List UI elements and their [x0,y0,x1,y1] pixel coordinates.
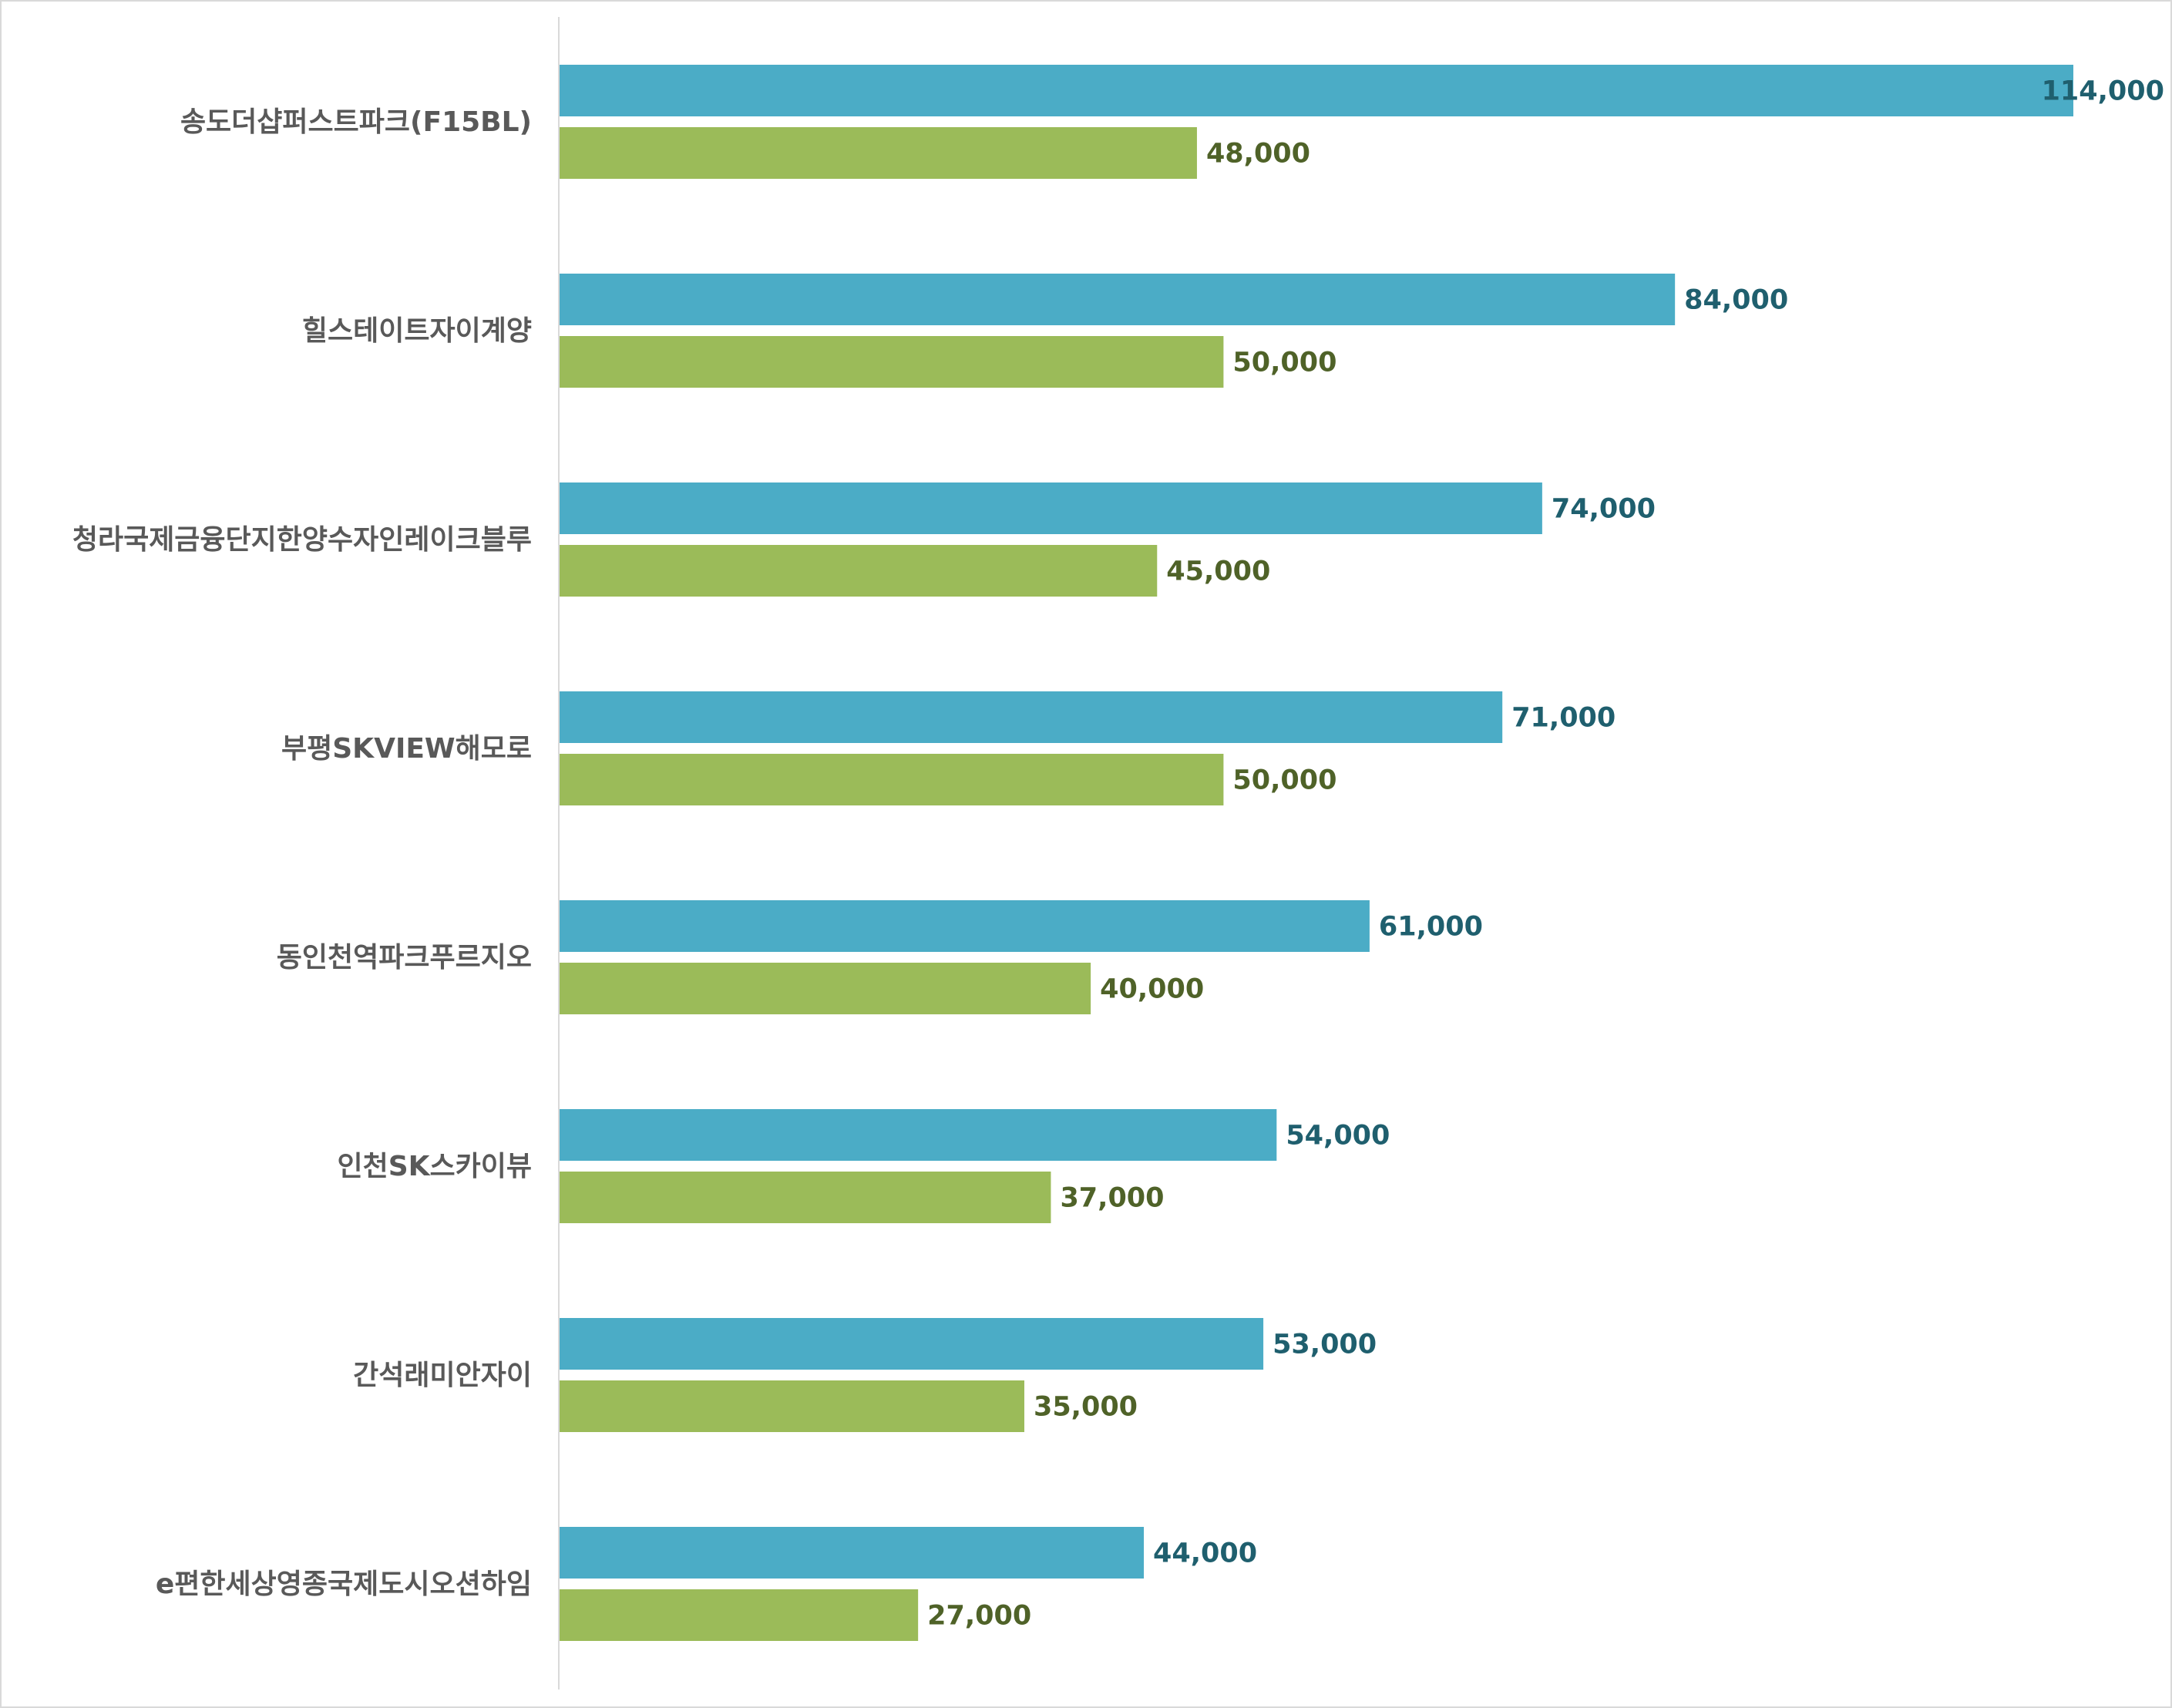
bar-series-2 [560,336,1224,388]
data-label-series-2: 50,000 [1232,348,1336,378]
bar-series-1 [560,482,1542,534]
data-label-series-1: 114,000 [2042,76,2164,107]
bar-series-2 [560,1589,919,1641]
category-label: 간석래미안자이 [353,1360,532,1391]
category-label: 송도더샵퍼스트파크(F15BL) [180,106,532,138]
data-label-series-2: 45,000 [1166,556,1270,587]
bar-series-2 [560,754,1224,805]
data-label-series-1: 74,000 [1552,494,1656,525]
bar-series-1 [560,65,2073,116]
bar-series-1 [560,900,1370,952]
category-label: 힐스테이트자이계양 [302,315,532,347]
data-label-series-2: 35,000 [1034,1392,1138,1423]
data-label-series-2: 40,000 [1100,974,1204,1005]
bar-series-2 [560,127,1197,179]
category-label: 청라국제금융단지한양수자인레이크블루 [72,524,532,556]
bar-series-1 [560,1109,1277,1161]
bar-series-1 [560,274,1676,325]
bar-series-1 [560,1318,1264,1370]
bar-series-2 [560,545,1158,597]
data-label-series-2: 48,000 [1206,139,1310,170]
category-label: 인천SK스카이뷰 [337,1151,532,1182]
bars-group [560,65,2073,1641]
data-label-series-2: 50,000 [1232,765,1336,796]
labels-group: 송도더샵퍼스트파크(F15BL) 114,000 48,000 힐스테이트자이계양 84… [72,76,2164,1632]
data-label-series-1: 53,000 [1273,1330,1377,1360]
data-label-series-1: 54,000 [1286,1121,1390,1152]
category-label: 부평SKVIEW해모로 [281,733,532,765]
category-label: e편한세상영종국제도시오션하임 [156,1568,532,1600]
data-label-series-1: 84,000 [1684,285,1788,316]
data-label-series-1: 71,000 [1511,703,1616,734]
data-label-series-2: 37,000 [1060,1183,1164,1214]
data-label-series-1: 44,000 [1153,1538,1257,1569]
bar-series-2 [560,963,1091,1014]
bar-series-2 [560,1172,1051,1223]
data-label-series-2: 27,000 [927,1601,1031,1632]
data-label-series-1: 61,000 [1379,912,1483,943]
bar-series-1 [560,691,1503,743]
bar-series-1 [560,1527,1145,1579]
bar-series-2 [560,1380,1024,1432]
category-label: 동인천역파크푸르지오 [277,942,532,973]
